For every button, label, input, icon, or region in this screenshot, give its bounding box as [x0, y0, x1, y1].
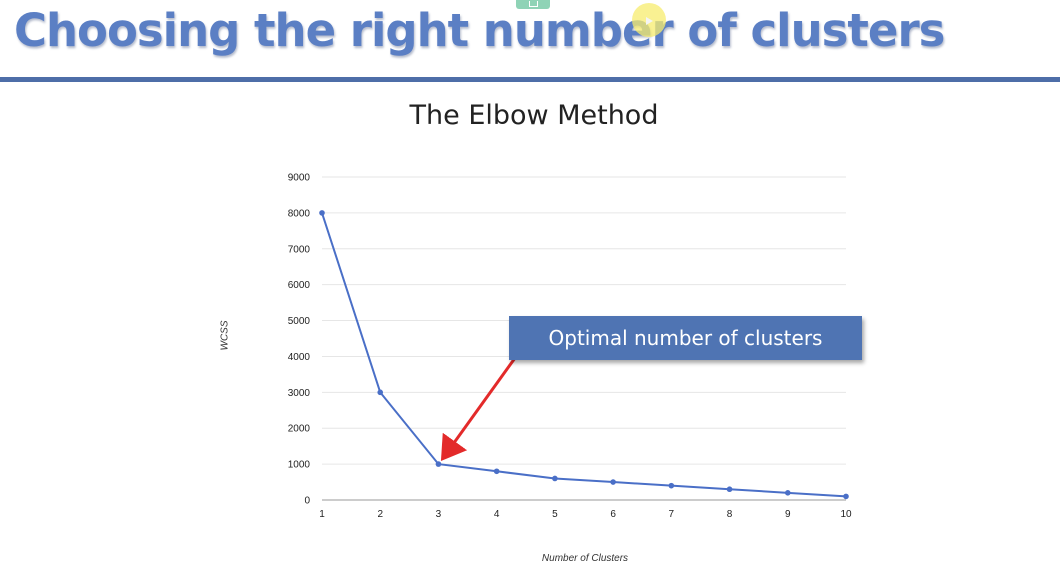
slide-title: Choosing the right number of clusters — [14, 4, 945, 57]
x-tick-label: 6 — [610, 509, 616, 520]
title-divider — [0, 77, 1060, 82]
annotation-callout-text: Optimal number of clusters — [548, 326, 823, 350]
data-points — [319, 210, 849, 500]
data-point-k9 — [784, 490, 791, 496]
y-tick-label: 0 — [304, 496, 310, 507]
x-tick-label: 5 — [552, 509, 558, 520]
x-tick-label: 8 — [727, 509, 733, 520]
y-tick-label: 7000 — [288, 244, 311, 255]
data-point-k10 — [843, 493, 849, 500]
chart-title: The Elbow Method — [409, 100, 659, 131]
annotation-arrow — [440, 357, 517, 461]
wcss-line — [321, 212, 847, 498]
y-tick-label: 6000 — [288, 280, 311, 291]
y-tick-labels: 0 1000 2000 3000 4000 5000 6000 7000 8000 9000 — [288, 173, 311, 507]
x-tick-label: 4 — [494, 509, 500, 520]
data-point-k3 — [435, 461, 442, 467]
x-tick-label: 9 — [785, 509, 791, 520]
x-tick-label: 1 — [319, 509, 325, 520]
x-tick-labels: 1 2 3 4 5 6 7 8 9 10 — [319, 509, 852, 520]
data-point-k5 — [552, 475, 558, 482]
screen-share-icon[interactable] — [516, 0, 550, 9]
x-tick-label: 3 — [436, 509, 442, 520]
y-tick-label: 5000 — [288, 316, 311, 327]
data-point-k7 — [668, 482, 675, 489]
data-point-k2 — [377, 389, 384, 396]
y-tick-label: 3000 — [288, 388, 311, 399]
y-tick-label: 1000 — [288, 460, 311, 471]
x-tick-label: 7 — [669, 509, 675, 520]
y-tick-label: 8000 — [288, 208, 311, 219]
y-tick-label: 9000 — [288, 173, 311, 184]
slide-header: Choosing the right number of clusters — [0, 0, 1060, 82]
data-point-k8 — [726, 486, 733, 493]
data-point-k1 — [319, 210, 325, 216]
x-tick-label: 2 — [377, 509, 383, 520]
y-tick-label: 2000 — [288, 424, 311, 435]
x-axis-label: Number of Clusters — [541, 553, 629, 564]
cursor-highlight-icon — [632, 3, 666, 37]
y-tick-label: 4000 — [288, 352, 311, 363]
x-tick-label: 10 — [840, 509, 852, 520]
data-point-k6 — [610, 479, 616, 485]
annotation-callout: Optimal number of clusters — [509, 316, 862, 360]
data-point-k4 — [493, 468, 500, 475]
